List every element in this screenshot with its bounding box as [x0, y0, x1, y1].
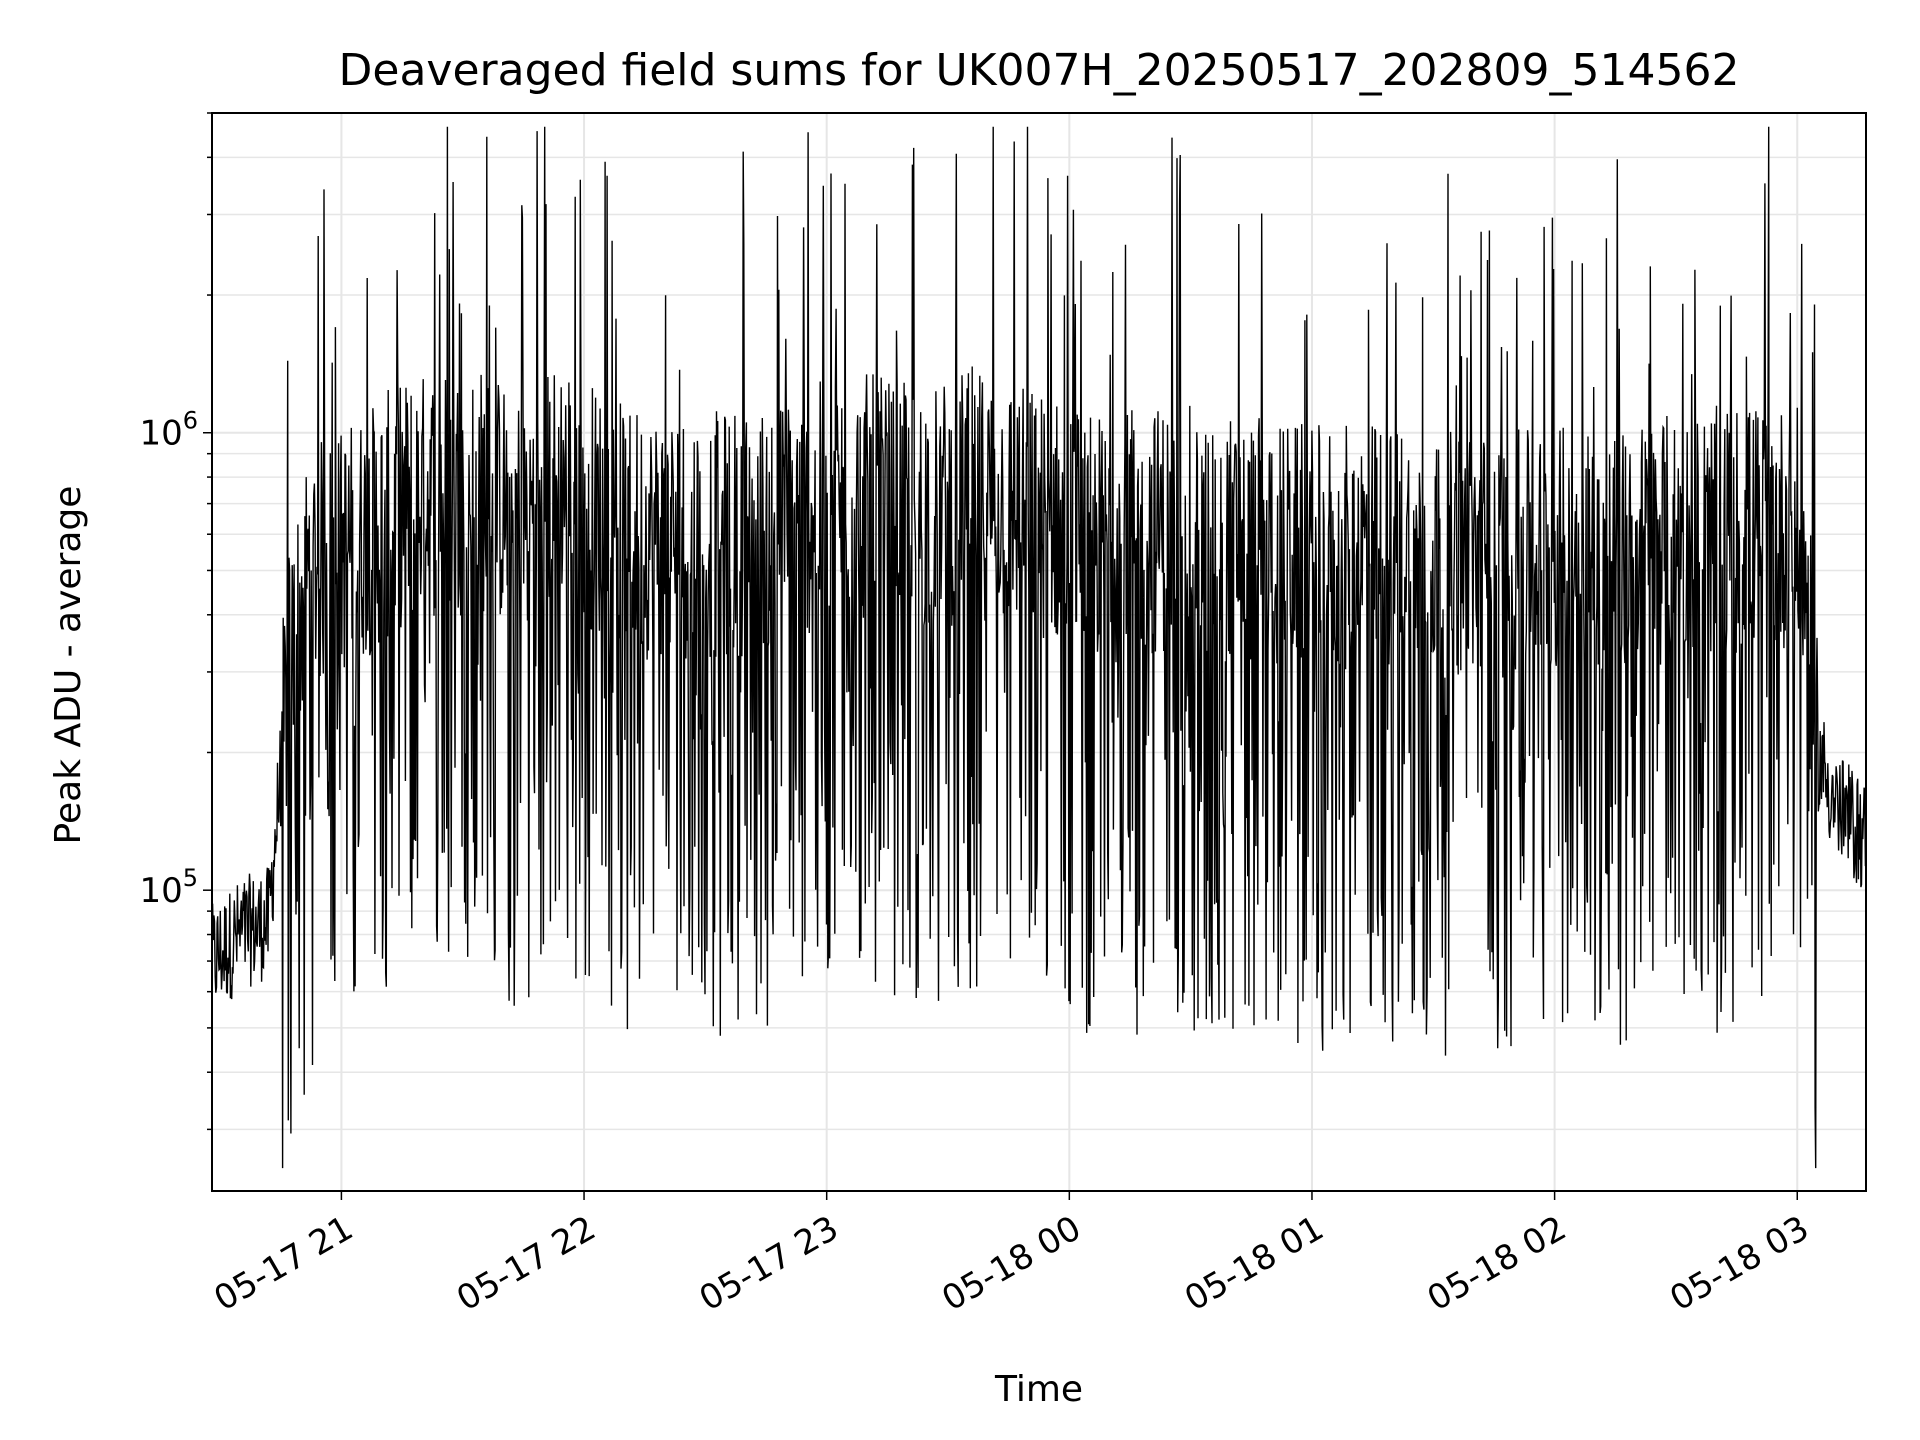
x-tick-label: 05-18 03 — [1663, 1208, 1815, 1319]
y-tick-label: 105 — [139, 864, 198, 911]
y-axis-label: Peak ADU - average — [48, 486, 89, 845]
x-tick-label: 05-17 21 — [208, 1208, 360, 1319]
y-tick-label: 106 — [139, 407, 198, 454]
x-axis: 05-17 21 05-17 22 05-17 23 05-18 00 05-18 01… — [208, 1191, 1816, 1319]
series-line — [211, 126, 1867, 1169]
x-tick-label: 05-18 01 — [1178, 1208, 1330, 1319]
x-tick-label: 05-17 22 — [450, 1208, 602, 1319]
y-axis: 105 106 — [139, 112, 212, 1131]
plot-frame — [211, 112, 1867, 1192]
chart-title: Deaveraged field sums for UK007H_2025051… — [339, 45, 1740, 96]
x-axis-label: Time — [994, 1369, 1083, 1410]
x-tick-label: 05-17 23 — [693, 1208, 845, 1319]
data-series-line — [211, 126, 1867, 1169]
x-tick-label: 05-18 00 — [935, 1208, 1087, 1319]
x-tick-label: 05-18 02 — [1421, 1208, 1573, 1319]
